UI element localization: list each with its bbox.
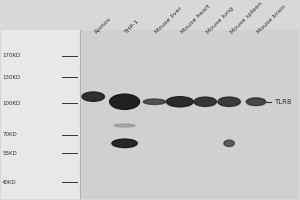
Ellipse shape (246, 98, 266, 106)
Ellipse shape (167, 97, 193, 107)
Text: Mouse brain: Mouse brain (256, 4, 287, 35)
Ellipse shape (218, 97, 240, 106)
Text: Mouse heart: Mouse heart (180, 4, 211, 35)
Text: Mouse spleen: Mouse spleen (229, 1, 263, 35)
Ellipse shape (110, 94, 140, 109)
Text: Romos: Romos (93, 16, 112, 35)
Text: 170KD: 170KD (2, 53, 20, 58)
Text: Mouse liver: Mouse liver (154, 6, 184, 35)
Ellipse shape (82, 92, 104, 101)
Text: 70KD: 70KD (2, 132, 17, 137)
Bar (1, 30, 80, 199)
Ellipse shape (194, 97, 216, 106)
Text: 100KD: 100KD (2, 101, 20, 106)
Text: THP-1: THP-1 (124, 18, 141, 35)
Ellipse shape (224, 140, 234, 147)
Text: 130KD: 130KD (2, 75, 20, 80)
Text: 55KD: 55KD (2, 151, 17, 156)
Text: TLR8: TLR8 (274, 99, 291, 105)
Ellipse shape (143, 99, 166, 104)
Text: Mouse lung: Mouse lung (205, 6, 234, 35)
Ellipse shape (114, 124, 135, 127)
Ellipse shape (112, 139, 137, 148)
Bar (80, 30, 299, 199)
Text: 40KD: 40KD (2, 180, 17, 185)
